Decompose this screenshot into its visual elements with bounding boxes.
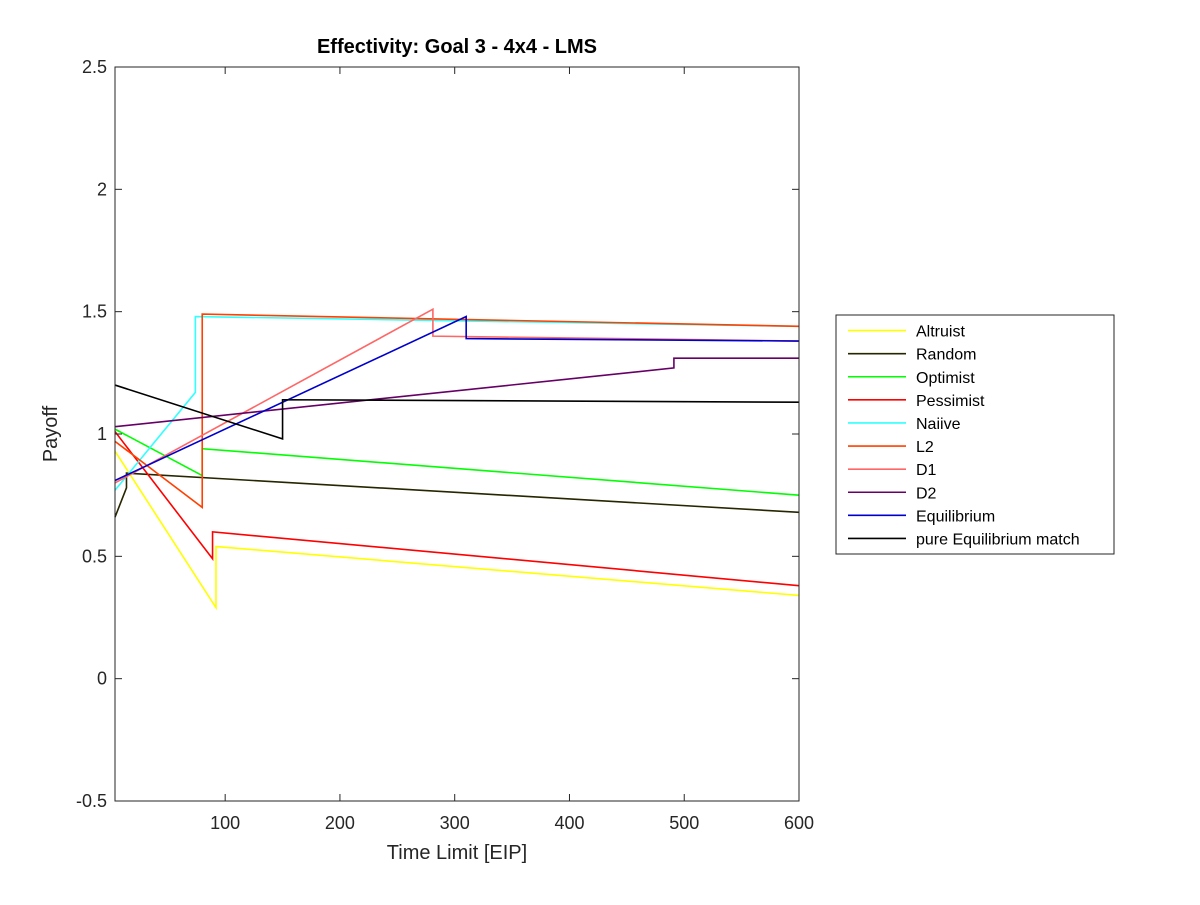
legend-entry-label: D1 [916, 462, 937, 479]
plot-area [115, 67, 799, 801]
legend-entry-label: Random [916, 347, 976, 364]
legend-entry-label: Altruist [916, 324, 965, 341]
y-tick-label: 0 [97, 669, 107, 689]
series-line-4 [114, 315, 800, 491]
series-line-5 [114, 313, 800, 510]
series-line-7 [114, 357, 799, 428]
chart-title: Effectivity: Goal 3 - 4x4 - LMS [317, 36, 597, 58]
series-line-0 [114, 450, 800, 611]
series-line-1 [114, 472, 800, 518]
legend-box [835, 314, 1115, 555]
series-lines [114, 307, 800, 611]
series-line-3 [114, 431, 800, 587]
x-tick-label: 400 [554, 813, 584, 833]
legend-entry-label: Pessimist [916, 393, 985, 410]
x-tick-label: 100 [210, 813, 240, 833]
series-line-8 [114, 315, 800, 482]
legend-entry-label: L2 [916, 439, 934, 456]
legend: Altruist Random Optimist Pessimist Naiive L2 D… [835, 314, 1115, 555]
axes: 100 200 300 400 500 600 -0.5 0 0.5 1 1.5 2 2.5 [76, 57, 814, 833]
plot-box [114, 66, 800, 802]
y-tick-label: 0.5 [82, 546, 107, 566]
x-tick-label: 200 [325, 813, 355, 833]
y-axis-label: Payoff [40, 405, 62, 462]
x-tick-label: 300 [440, 813, 470, 833]
x-axis-label: Time Limit [EIP] [387, 842, 527, 864]
y-tick-label: 1.5 [82, 302, 107, 322]
x-tick-label: 600 [784, 813, 814, 833]
legend-entry-label: D2 [916, 485, 937, 502]
legend-entry-label: pure Equilibrium match [916, 531, 1080, 548]
y-tick-label: 1 [97, 424, 107, 444]
legend-entry-label: Naiive [916, 416, 961, 433]
series-line-9 [114, 384, 800, 440]
x-tick-label: 500 [669, 813, 699, 833]
y-tick-label: 2 [97, 179, 107, 199]
y-tick-label: 2.5 [82, 57, 107, 77]
legend-entry-label: Equilibrium [916, 508, 995, 525]
y-tick-label: -0.5 [76, 791, 107, 811]
legend-entry-label: Optimist [916, 370, 975, 387]
series-line-6 [114, 307, 800, 484]
